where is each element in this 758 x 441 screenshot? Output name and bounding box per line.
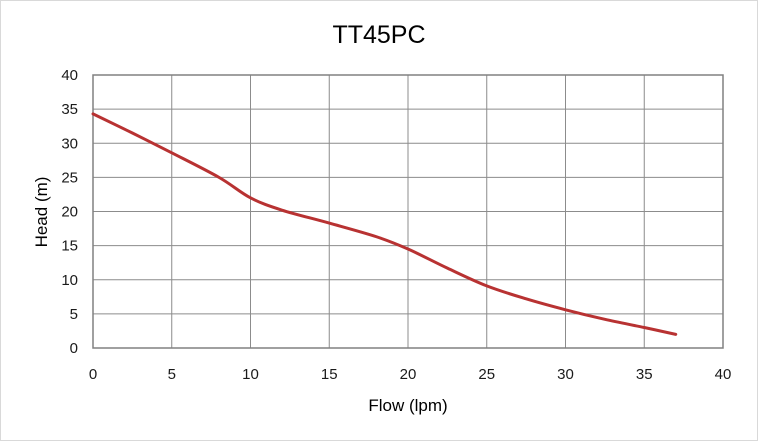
y-tick-label: 35	[61, 101, 78, 118]
y-tick-labels: 0 5 10 15 20 25 30 35 40	[61, 67, 78, 357]
x-tick-label: 20	[400, 366, 417, 383]
y-tick-label: 5	[70, 306, 78, 323]
chart-title: TT45PC	[332, 21, 425, 49]
x-tick-label: 30	[557, 366, 574, 383]
x-tick-label: 25	[478, 366, 495, 383]
y-tick-label: 20	[61, 204, 78, 221]
x-tick-label: 0	[89, 366, 97, 383]
y-axis-title: Head (m)	[32, 177, 51, 248]
y-tick-label: 25	[61, 169, 78, 186]
series-layer	[91, 112, 678, 336]
y-tick-label: 15	[61, 238, 78, 255]
plot-area-border	[92, 74, 724, 349]
x-tick-label: 40	[715, 366, 732, 383]
x-tick-label: 15	[321, 366, 338, 383]
x-tick-label: 10	[242, 366, 259, 383]
series-line	[91, 112, 678, 336]
x-tick-label: 5	[168, 366, 176, 383]
y-tick-label: 40	[61, 67, 78, 84]
x-tick-label: 35	[636, 366, 653, 383]
y-tick-label: 0	[70, 340, 78, 357]
y-tick-label: 30	[61, 135, 78, 152]
x-tick-labels: 0 5 10 15 20 25 30 35 40	[89, 366, 732, 383]
x-axis-title: Flow (lpm)	[368, 396, 447, 415]
gridlines	[92, 74, 724, 349]
y-tick-label: 10	[61, 272, 78, 289]
